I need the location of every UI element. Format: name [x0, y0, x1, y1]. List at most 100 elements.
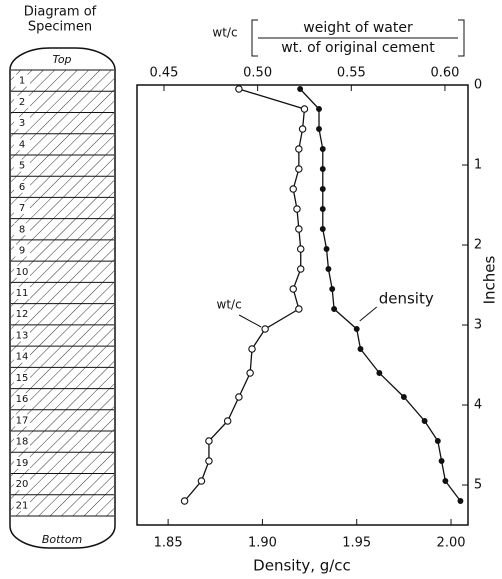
annotation-arrow [238, 314, 262, 328]
legend-label: density [379, 290, 434, 308]
data-point [205, 437, 213, 445]
slice-label-bg [14, 478, 30, 491]
slice-label: 1 [19, 76, 25, 87]
y-tick-label: 4 [474, 398, 482, 413]
slice-label: 16 [16, 394, 29, 405]
data-point [323, 246, 330, 252]
slice-label: 20 [16, 479, 29, 490]
slice-label-bg [14, 180, 30, 193]
slice-label: 6 [19, 182, 25, 193]
slice-label: 5 [19, 161, 25, 172]
series-line [184, 88, 306, 502]
slice-label-bg [14, 265, 30, 278]
slice-label: 8 [19, 224, 25, 235]
data-point [400, 394, 407, 400]
slice-label-bg [14, 117, 30, 130]
slice-label-bg [14, 287, 30, 299]
slice-label-bg [14, 159, 30, 172]
data-point [457, 498, 464, 504]
data-point [295, 225, 303, 233]
slice-label: 18 [16, 437, 29, 448]
bracket [251, 19, 465, 57]
data-point [197, 477, 206, 485]
data-point [319, 186, 326, 192]
data-point [298, 125, 307, 133]
slice-label: 3 [19, 118, 25, 129]
slice-label: 14 [16, 352, 29, 363]
data-point [293, 205, 301, 213]
data-point [316, 106, 322, 112]
data-point [295, 165, 303, 173]
slice-label-bg [14, 414, 30, 427]
slice-label-bg [14, 95, 30, 108]
x2-tick-label: 0.50 [243, 66, 272, 81]
slice-label: 15 [16, 373, 29, 384]
x-tick-label: 1.90 [248, 536, 277, 551]
data-point [296, 265, 305, 273]
data-point [289, 185, 297, 193]
data-point [319, 166, 326, 172]
slice-label-bg [14, 393, 30, 406]
annotation-arrow [359, 306, 378, 322]
slice-label-bg [14, 456, 30, 469]
legend-label: wt/c [217, 298, 242, 312]
data-point [319, 226, 326, 232]
x2-tick-label: 0.60 [430, 66, 459, 81]
data-point [353, 326, 360, 332]
slice-label: 17 [16, 415, 29, 426]
data-point [248, 345, 256, 353]
slice-label: 9 [19, 246, 25, 257]
x2-axis-denominator: wt. of original cement [281, 40, 435, 56]
slice-label-bg [14, 138, 30, 151]
data-point [205, 457, 213, 465]
data-point [329, 286, 336, 292]
data-point [421, 418, 428, 424]
x-tick-label: 1.95 [342, 536, 371, 551]
data-point [325, 266, 332, 272]
data-point [319, 146, 326, 152]
slice-label: 12 [16, 309, 29, 320]
diagram-title: Specimen [28, 20, 92, 35]
x-tick-label: 1.85 [154, 536, 183, 551]
slice-label-bg [14, 350, 30, 363]
plot: density wt/c [180, 85, 464, 505]
data-point [442, 478, 449, 484]
y-tick-label: 2 [474, 238, 482, 253]
data-point [438, 458, 445, 464]
slice-label: 19 [16, 458, 29, 469]
data-point [296, 245, 305, 253]
x-axis-label: Density, g/cc [253, 557, 351, 575]
slice-label: 21 [16, 500, 29, 511]
slice-label: 2 [19, 97, 25, 108]
y-tick-label: 5 [474, 478, 482, 493]
data-point [434, 438, 441, 444]
data-point [261, 325, 269, 333]
data-point [331, 306, 338, 312]
data-point [180, 497, 189, 505]
slice-label: 11 [16, 288, 29, 299]
slice-label: 13 [16, 330, 29, 341]
data-point [235, 393, 243, 401]
slice-label-bg [14, 244, 30, 257]
slice-label-bg [14, 329, 30, 342]
slice-label-bg [14, 308, 30, 321]
x2-axis-numerator: weight of water [303, 20, 413, 36]
slice-label: 4 [19, 139, 25, 150]
slice-label-bg [14, 74, 30, 87]
data-point [319, 206, 326, 212]
y-tick-label: 1 [474, 158, 482, 173]
x2-tick-label: 0.55 [337, 66, 366, 81]
data-point [300, 105, 309, 113]
slice-label-bg [14, 435, 30, 448]
slice-label: 7 [19, 203, 25, 214]
data-point [295, 145, 303, 153]
data-point [235, 85, 243, 93]
y-tick-label: 3 [474, 318, 482, 333]
data-point [316, 126, 322, 132]
data-point [246, 369, 254, 377]
specimen-top: Top [52, 53, 71, 66]
y-axis-label: Inches [481, 255, 499, 304]
y-tick-label: 0 [474, 78, 482, 93]
